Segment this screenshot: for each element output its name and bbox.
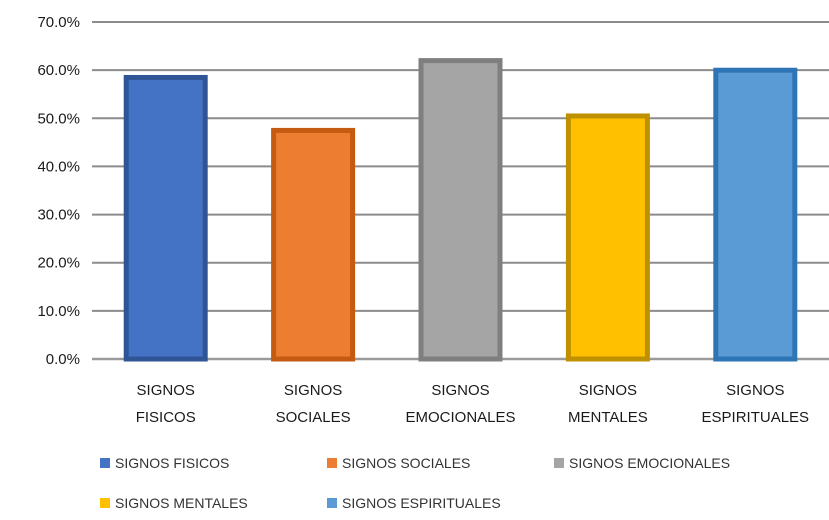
legend-swatch [327,458,337,468]
x-category-label: SIGNOS [726,382,784,399]
y-tick-label: 70.0% [37,14,80,31]
legend-swatch [327,498,337,508]
y-tick-label: 30.0% [37,207,80,224]
x-category-label: SIGNOS [579,382,637,399]
x-category-label: SIGNOS [284,382,342,399]
x-category-label: FISICOS [136,409,196,426]
bars [123,58,798,362]
x-category-label: EMOCIONALES [405,409,515,426]
legend-label: SIGNOS FISICOS [115,455,229,471]
legend-label: SIGNOS SOCIALES [342,455,470,471]
bar [565,113,650,362]
y-tick-label: 60.0% [37,62,80,79]
y-tick-label: 50.0% [37,110,80,127]
x-category-label: MENTALES [568,409,648,426]
x-category-label: SIGNOS [431,382,489,399]
legend-label: SIGNOS MENTALES [115,495,248,511]
legend-label: SIGNOS EMOCIONALES [569,455,730,471]
legend-swatch [100,458,110,468]
y-axis-ticks: 0.0% 10.0% 20.0% 30.0% 40.0% 50.0% 60.0% 70.0% [37,14,80,368]
bar [271,127,356,362]
legend-label: SIGNOS ESPIRITUALES [342,495,501,511]
x-axis-categories: SIGNOS FISICOS SIGNOS SOCIALES SIGNOS EMOCION… [136,382,809,426]
x-category-label: ESPIRITUALES [702,409,810,426]
y-tick-label: 40.0% [37,158,80,175]
x-category-label: SIGNOS [137,382,195,399]
y-tick-label: 0.0% [46,351,80,368]
legend-swatch [100,498,110,508]
x-category-label: SOCIALES [276,409,351,426]
bar [418,58,503,362]
y-tick-label: 10.0% [37,303,80,320]
legend-swatch [554,458,564,468]
bar [123,74,208,362]
legend: SIGNOS FISICOS SIGNOS SOCIALES SIGNOS EMOC… [100,455,730,511]
y-tick-label: 20.0% [37,255,80,272]
bar [713,67,798,362]
